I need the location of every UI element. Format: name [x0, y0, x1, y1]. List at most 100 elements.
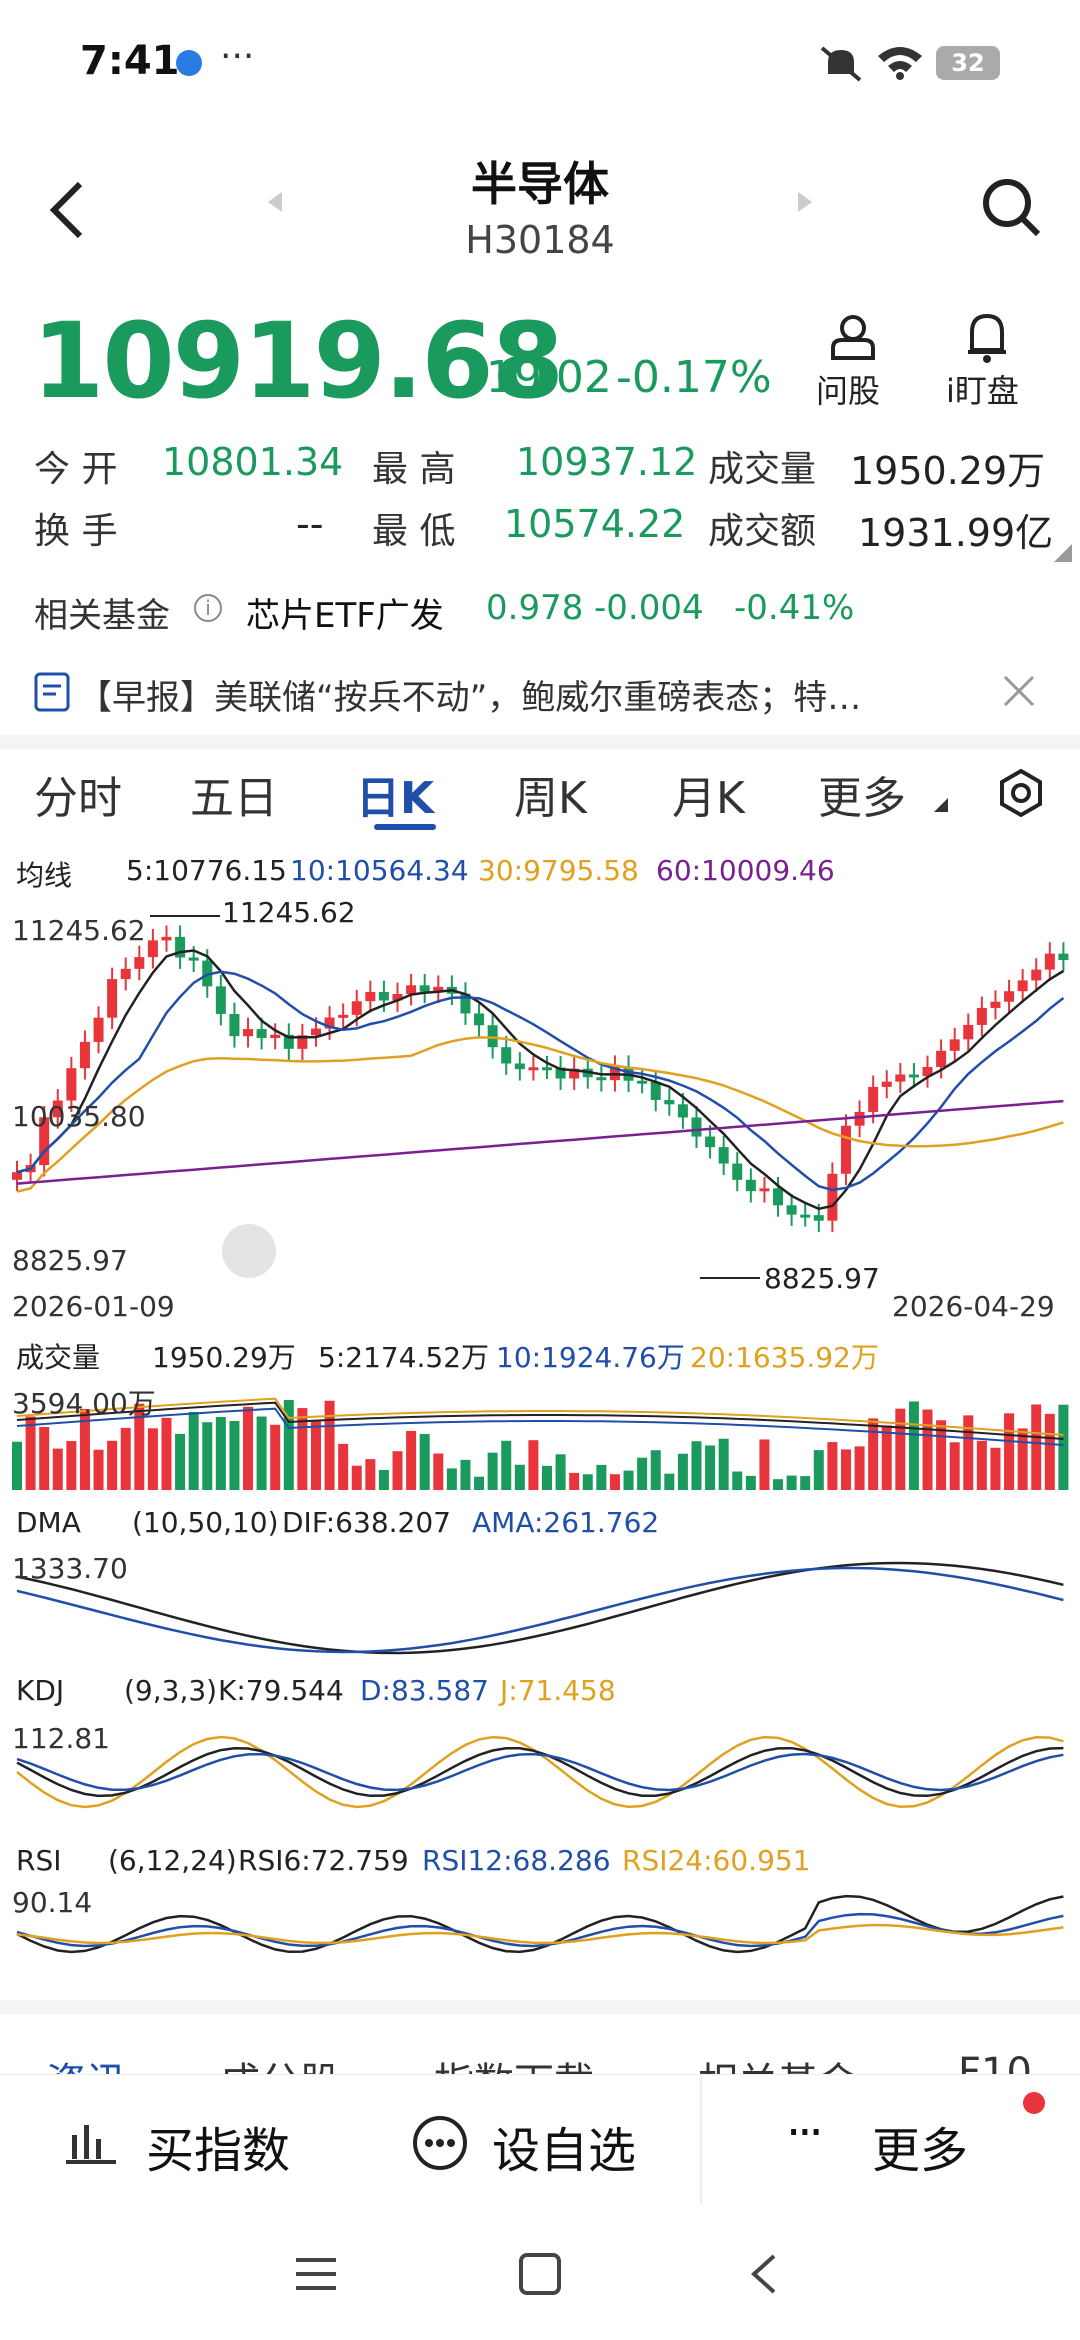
candle-body — [1017, 980, 1028, 992]
settings-icon[interactable] — [996, 768, 1046, 818]
volume-bar — [555, 1454, 566, 1490]
volume-bar — [93, 1449, 104, 1490]
more-notifications-icon: ··· — [220, 36, 255, 77]
kdj-chart — [16, 1735, 1064, 1809]
volume-bar — [202, 1422, 213, 1490]
volume-bar — [1004, 1413, 1015, 1490]
kdj-label[interactable]: KDJ — [16, 1674, 65, 1707]
recent-apps-icon[interactable] — [294, 2254, 338, 2294]
volume-bar — [310, 1421, 321, 1490]
fund-name: 芯片ETF广发 — [246, 596, 444, 636]
volume-bar — [691, 1441, 702, 1490]
candle-body — [949, 1039, 960, 1051]
candle-body — [732, 1163, 743, 1180]
volume-bar — [406, 1430, 417, 1490]
volume-bar — [446, 1468, 457, 1490]
candle-body — [147, 940, 158, 958]
divider — [0, 735, 1080, 749]
candle-body — [134, 957, 145, 969]
back-icon[interactable] — [46, 180, 90, 240]
volume-bar — [677, 1453, 688, 1490]
turnover-value: -- — [296, 502, 324, 546]
candle-body — [460, 993, 471, 1014]
rsi-label[interactable]: RSI — [16, 1844, 62, 1877]
tab-week-k[interactable]: 周K — [514, 773, 587, 824]
candle-body — [79, 1041, 90, 1069]
bell-icon[interactable] — [964, 310, 1010, 364]
volume-bar — [433, 1453, 444, 1490]
volume-bar — [827, 1442, 838, 1490]
candle-body — [39, 1117, 50, 1166]
price-change-pct: -0.17% — [616, 352, 772, 403]
rsi6-line — [16, 1894, 1064, 1954]
ma5-value: 5:10776.15 — [126, 854, 287, 887]
candle-body — [705, 1136, 716, 1148]
watch-label[interactable]: i盯盘 — [946, 372, 1019, 410]
ma-label[interactable]: 均线 — [16, 859, 73, 892]
candle-body — [270, 1034, 281, 1038]
dma-label[interactable]: DMA — [16, 1506, 81, 1539]
volume-bar — [936, 1420, 947, 1490]
kline-chart[interactable] — [0, 890, 1080, 1330]
dma-chart — [16, 1561, 1064, 1655]
volume-bar — [949, 1442, 960, 1490]
candle-body — [66, 1068, 77, 1101]
volume-bar — [800, 1476, 811, 1490]
candle-body — [773, 1188, 784, 1206]
ma30-value: 30:9795.58 — [478, 854, 639, 887]
ma60-line — [16, 1099, 1064, 1185]
battery-icon: 32 — [936, 46, 1000, 80]
volume-indicator-label[interactable]: 成交量 — [16, 1341, 101, 1374]
volume-bar — [1044, 1413, 1055, 1490]
search-icon[interactable] — [980, 176, 1042, 238]
buy-index-label: 买指数 — [146, 2123, 291, 2179]
volume-bar — [1031, 1404, 1042, 1490]
volume-bar — [460, 1459, 471, 1490]
close-icon[interactable] — [1002, 674, 1036, 708]
low-label: 最 低 — [372, 511, 456, 552]
volume-bar — [39, 1426, 50, 1490]
candle-body — [310, 1028, 321, 1036]
volume-bar — [759, 1439, 770, 1490]
dma-dif: DIF:638.207 — [282, 1506, 451, 1539]
candle-body — [813, 1215, 824, 1221]
tab-more[interactable]: 更多 — [818, 773, 906, 824]
back-nav-icon[interactable] — [748, 2252, 778, 2296]
volume-bar — [501, 1440, 512, 1490]
related-fund-row[interactable]: 相关基金 i 芯片ETF广发 0.978 -0.004 -0.41% — [34, 588, 1054, 638]
volume-bar — [256, 1416, 267, 1490]
ama-line — [16, 1566, 1064, 1654]
more-label: 更多 — [872, 2123, 969, 2179]
status-bar: 7:41 ··· 32 — [0, 0, 1080, 130]
next-index-icon[interactable] — [794, 190, 814, 214]
prev-index-icon[interactable] — [266, 190, 286, 214]
tab-minute[interactable]: 分时 — [34, 773, 122, 824]
rsi-6: RSI6:72.759 — [238, 1844, 409, 1877]
expand-corner-icon[interactable] — [1054, 544, 1072, 562]
mute-icon — [820, 46, 862, 82]
j-line — [16, 1735, 1064, 1809]
volume-bar — [745, 1475, 756, 1490]
dropdown-icon[interactable] — [934, 798, 948, 812]
candle-body — [514, 1063, 525, 1070]
news-headline[interactable]: 【早报】美联储“按兵不动”，鲍威尔重磅表态；特… — [78, 678, 862, 718]
volume-bar — [487, 1452, 498, 1490]
bottom-divider — [700, 2075, 702, 2205]
volume-bar — [1058, 1404, 1069, 1490]
wifi-icon — [878, 47, 922, 80]
tab-five-day[interactable]: 五日 — [190, 773, 278, 824]
chart-fullscreen-icon[interactable] — [222, 1224, 276, 1278]
candle-body — [188, 957, 199, 961]
candle-body — [161, 936, 172, 941]
info-icon[interactable]: i — [194, 594, 222, 622]
volume-bar — [895, 1408, 906, 1490]
volume-current: 1950.29万 — [152, 1341, 296, 1374]
candle-body — [759, 1188, 770, 1192]
home-icon[interactable] — [518, 2252, 562, 2296]
ask-stock-label[interactable]: 问股 — [816, 372, 881, 410]
related-fund-label: 相关基金 — [34, 596, 170, 636]
candle-body — [718, 1147, 729, 1164]
tab-month-k[interactable]: 月K — [672, 773, 745, 824]
tab-day-k[interactable]: 日K — [356, 773, 435, 824]
ask-stock-icon[interactable] — [828, 312, 878, 362]
